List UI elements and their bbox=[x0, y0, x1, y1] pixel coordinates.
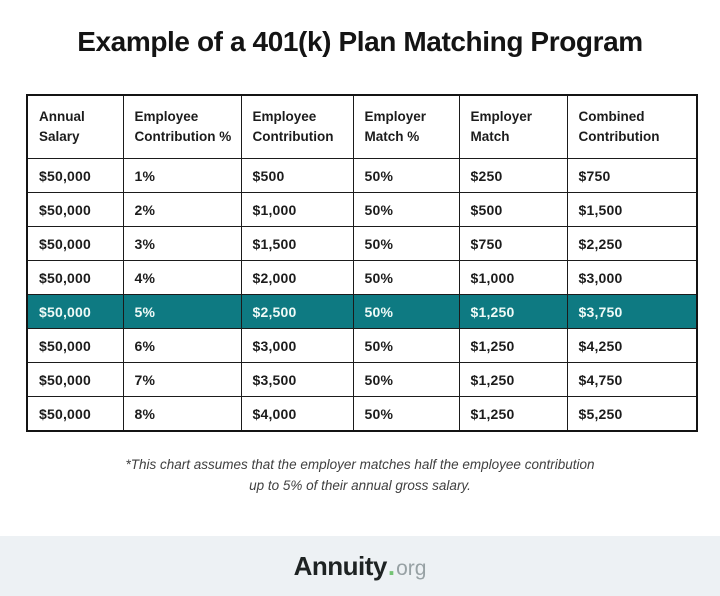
cell-employee-contribution: $3,000 bbox=[240, 328, 354, 363]
cell-employer-match: $750 bbox=[458, 226, 568, 261]
cell-combined-contribution: $4,750 bbox=[566, 362, 698, 397]
cell-combined-contribution: $1,500 bbox=[566, 192, 698, 227]
footnote: *This chart assumes that the employer ma… bbox=[0, 455, 720, 497]
annuity-org-logo: Annuity . org bbox=[294, 551, 427, 582]
cell-employer-match: $1,250 bbox=[458, 294, 568, 329]
matching-program-table: Annual Salary Employee Contribution % Em… bbox=[26, 94, 698, 432]
cell-employee-contribution: $4,000 bbox=[240, 396, 354, 432]
table-row: $50,000 8% $4,000 50% $1,250 $5,250 bbox=[26, 396, 698, 432]
cell-employee-contribution-pct: 6% bbox=[122, 328, 242, 363]
cell-employee-contribution-pct: 3% bbox=[122, 226, 242, 261]
cell-annual-salary: $50,000 bbox=[26, 192, 124, 227]
cell-annual-salary: $50,000 bbox=[26, 396, 124, 432]
footer-band: Annuity . org bbox=[0, 536, 720, 596]
cell-employee-contribution: $1,500 bbox=[240, 226, 354, 261]
cell-employee-contribution-pct: 4% bbox=[122, 260, 242, 295]
table-row: $50,000 6% $3,000 50% $1,250 $4,250 bbox=[26, 328, 698, 363]
cell-employee-contribution: $500 bbox=[240, 158, 354, 193]
cell-employer-match-pct: 50% bbox=[352, 362, 460, 397]
column-header-employee-contribution-pct: Employee Contribution % bbox=[122, 94, 242, 159]
cell-annual-salary: $50,000 bbox=[26, 226, 124, 261]
cell-employee-contribution: $2,000 bbox=[240, 260, 354, 295]
cell-employer-match-pct: 50% bbox=[352, 226, 460, 261]
table-row: $50,000 1% $500 50% $250 $750 bbox=[26, 158, 698, 193]
cell-employer-match-pct: 50% bbox=[352, 158, 460, 193]
cell-annual-salary: $50,000 bbox=[26, 328, 124, 363]
cell-employer-match-pct: 50% bbox=[352, 396, 460, 432]
cell-employee-contribution-pct: 2% bbox=[122, 192, 242, 227]
cell-employer-match: $1,250 bbox=[458, 396, 568, 432]
table-row: $50,000 7% $3,500 50% $1,250 $4,750 bbox=[26, 362, 698, 397]
cell-combined-contribution: $3,750 bbox=[566, 294, 698, 329]
cell-employer-match: $1,250 bbox=[458, 362, 568, 397]
logo-dot: . bbox=[387, 550, 396, 581]
column-header-combined-contribution: Combined Contribution bbox=[566, 94, 698, 159]
cell-annual-salary: $50,000 bbox=[26, 362, 124, 397]
cell-employer-match-pct: 50% bbox=[352, 294, 460, 329]
cell-employer-match-pct: 50% bbox=[352, 192, 460, 227]
table-header-row: Annual Salary Employee Contribution % Em… bbox=[26, 94, 698, 159]
table-row: $50,000 3% $1,500 50% $750 $2,250 bbox=[26, 226, 698, 261]
cell-annual-salary: $50,000 bbox=[26, 260, 124, 295]
cell-combined-contribution: $5,250 bbox=[566, 396, 698, 432]
cell-employer-match-pct: 50% bbox=[352, 328, 460, 363]
table-row-highlighted: $50,000 5% $2,500 50% $1,250 $3,750 bbox=[26, 294, 698, 329]
cell-combined-contribution: $2,250 bbox=[566, 226, 698, 261]
cell-employer-match: $250 bbox=[458, 158, 568, 193]
footnote-line-2: up to 5% of their annual gross salary. bbox=[249, 477, 471, 493]
cell-combined-contribution: $750 bbox=[566, 158, 698, 193]
cell-employer-match: $1,000 bbox=[458, 260, 568, 295]
cell-annual-salary: $50,000 bbox=[26, 294, 124, 329]
cell-employee-contribution: $3,500 bbox=[240, 362, 354, 397]
column-header-employee-contribution: Employee Contribution bbox=[240, 94, 354, 159]
column-header-employer-match: Employer Match bbox=[458, 94, 568, 159]
cell-employer-match-pct: 50% bbox=[352, 260, 460, 295]
cell-employee-contribution: $1,000 bbox=[240, 192, 354, 227]
footnote-line-1: *This chart assumes that the employer ma… bbox=[125, 457, 595, 472]
cell-employee-contribution-pct: 7% bbox=[122, 362, 242, 397]
table-row: $50,000 2% $1,000 50% $500 $1,500 bbox=[26, 192, 698, 227]
logo-brand-text: Annuity bbox=[293, 550, 388, 581]
table-row: $50,000 4% $2,000 50% $1,000 $3,000 bbox=[26, 260, 698, 295]
logo-tld-text: org bbox=[396, 556, 427, 580]
column-header-annual-salary: Annual Salary bbox=[26, 94, 124, 159]
cell-employer-match: $500 bbox=[458, 192, 568, 227]
cell-combined-contribution: $4,250 bbox=[566, 328, 698, 363]
column-header-employer-match-pct: Employer Match % bbox=[352, 94, 460, 159]
cell-employee-contribution: $2,500 bbox=[240, 294, 354, 329]
cell-annual-salary: $50,000 bbox=[26, 158, 124, 193]
cell-employee-contribution-pct: 8% bbox=[122, 396, 242, 432]
page-title: Example of a 401(k) Plan Matching Progra… bbox=[77, 26, 643, 57]
cell-employee-contribution-pct: 1% bbox=[122, 158, 242, 193]
cell-employer-match: $1,250 bbox=[458, 328, 568, 363]
cell-employee-contribution-pct: 5% bbox=[122, 294, 242, 329]
cell-combined-contribution: $3,000 bbox=[566, 260, 698, 295]
